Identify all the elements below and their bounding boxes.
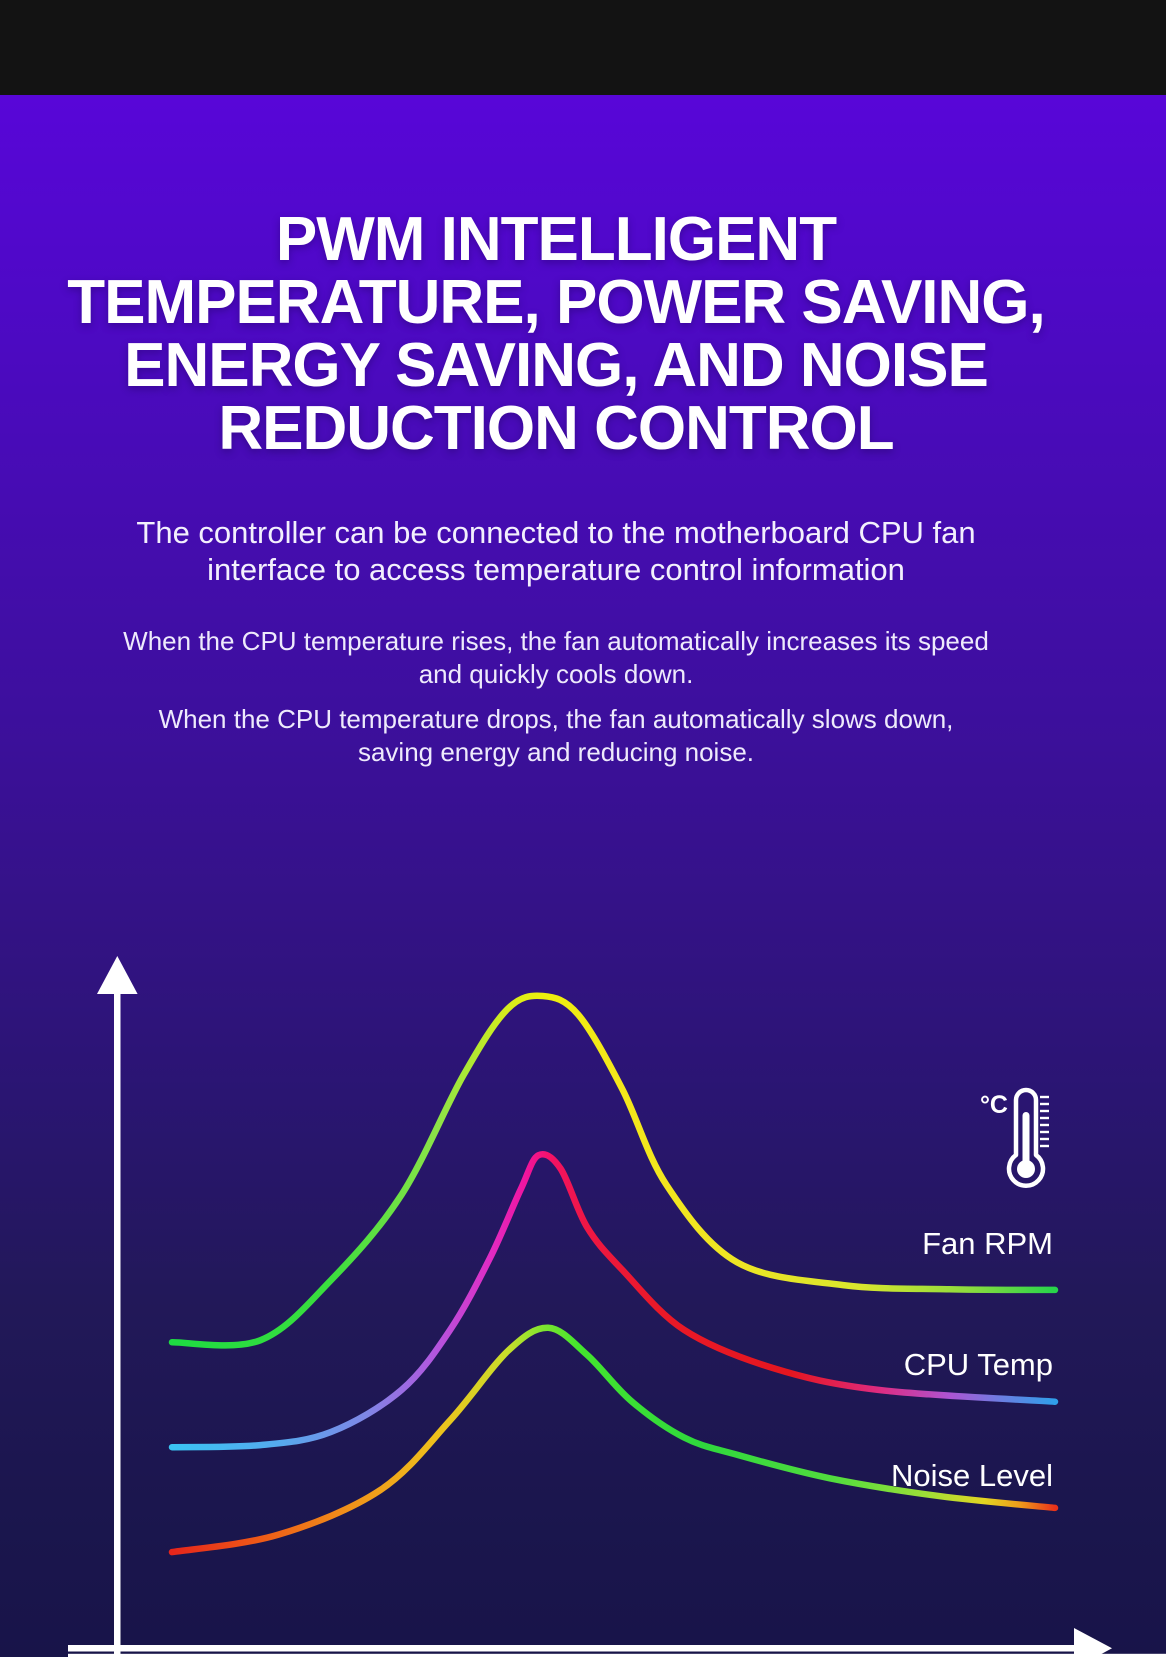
- paragraph-temp-drops: When the CPU temperature drops, the fan …: [0, 703, 1112, 769]
- title-line-4: REDUCTION CONTROL: [218, 394, 894, 463]
- thermometer-ticks: [1040, 1095, 1049, 1148]
- bottom-edge-line: [68, 1653, 1166, 1657]
- legend-fan-rpm: Fan RPM: [922, 1226, 1053, 1261]
- series-fan-rpm: [168, 992, 1059, 1349]
- subtitle: The controller can be connected to the m…: [0, 514, 1112, 588]
- legend-cpu-temp: CPU Temp: [903, 1347, 1053, 1382]
- title-line-3: ENERGY SAVING, AND NOISE: [124, 331, 989, 400]
- paragraph2-line-2: saving energy and reducing noise.: [357, 737, 755, 767]
- temperature-unit-label: °C: [979, 1091, 1008, 1119]
- paragraph1-line-1: When the CPU temperature rises, the fan …: [123, 626, 989, 656]
- top-black-bar: [0, 0, 1166, 95]
- x-axis: [68, 1628, 1166, 1657]
- paragraph-temp-rises: When the CPU temperature rises, the fan …: [0, 625, 1112, 691]
- subtitle-line-1: The controller can be connected to the m…: [136, 515, 976, 550]
- y-axis: [97, 956, 138, 1657]
- title-line-1: PWM INTELLIGENT: [275, 205, 837, 274]
- page-title: PWM INTELLIGENT TEMPERATURE, POWER SAVIN…: [0, 208, 1112, 460]
- paragraph1-line-2: and quickly cools down.: [418, 659, 694, 689]
- subtitle-line-2: interface to access temperature control …: [207, 552, 905, 587]
- x-axis-line: [68, 1645, 1076, 1652]
- title-line-2: TEMPERATURE, POWER SAVING,: [67, 268, 1046, 337]
- thermometer-icon: [1006, 1087, 1049, 1188]
- chart-curves: [168, 992, 1059, 1556]
- y-axis-line: [114, 990, 121, 1657]
- paragraph2-line-1: When the CPU temperature drops, the fan …: [158, 704, 954, 734]
- legend-noise-level: Noise Level: [891, 1458, 1053, 1493]
- series-noise-level: [168, 1324, 1059, 1556]
- x-axis-arrow-icon: [1074, 1628, 1112, 1657]
- series-cpu-temp: [168, 1150, 1059, 1451]
- y-axis-arrow-icon: [97, 956, 138, 994]
